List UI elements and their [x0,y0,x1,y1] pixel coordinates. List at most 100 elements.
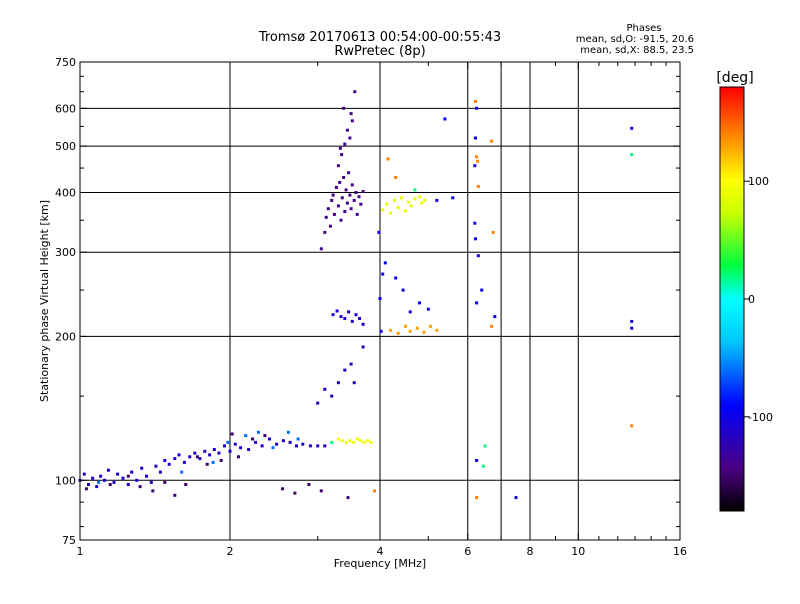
data-point [140,466,144,470]
data-point [344,188,348,192]
data-point [99,474,103,478]
data-point [324,215,328,219]
data-point [357,195,361,199]
data-point [208,453,212,457]
data-point [163,459,167,462]
data-point [493,315,497,319]
data-point [158,470,162,474]
data-point [362,440,366,444]
data-point [630,319,634,323]
data-point [418,195,421,199]
data-point [428,324,432,328]
data-point [308,444,312,448]
data-point [347,171,351,175]
data-point [335,309,339,313]
data-point [346,496,350,500]
data-point [331,193,335,197]
data-point [384,202,388,206]
data-point [268,437,271,441]
y-tick-label: 75 [62,534,76,547]
data-point [336,164,340,168]
data-point [483,444,487,448]
data-point [396,206,400,210]
y-axis-ticks: 75 100 200 300 400 500 600 750 [55,56,680,547]
data-point [95,485,99,489]
data-point [108,483,112,486]
colorbar [719,86,745,512]
data-point [263,434,267,438]
data-point [381,272,385,276]
data-point [474,237,477,241]
data-point [481,464,485,468]
data-point [366,439,370,443]
data-point [413,188,417,192]
data-point [286,430,290,434]
data-point [473,164,477,168]
data-point [355,437,359,441]
data-point [352,198,356,202]
data-point [112,480,116,484]
data-point [361,322,365,326]
data-point [182,460,186,464]
data-point [361,190,365,193]
data-point [379,329,383,333]
data-point [339,218,343,222]
data-point [151,489,155,493]
data-point [323,444,327,448]
data-point [212,448,216,451]
colorbar-tick-label: -100 [748,411,773,424]
data-point [271,446,275,450]
data-point [219,459,223,462]
data-point [476,184,480,188]
data-point [223,444,226,448]
data-point [352,381,356,385]
y-tick-label: 200 [55,330,76,343]
data-point [203,449,207,453]
data-point [211,460,215,464]
data-point [400,196,404,200]
x-tick-label: 2 [227,545,234,558]
data-point [138,485,142,489]
data-point [184,483,188,486]
colorbar-tick-label: 100 [748,175,769,188]
colorbar-tick-label: 0 [748,293,755,306]
data-point [451,196,455,200]
data-point [126,474,130,478]
data-point [319,247,323,251]
data-point [378,297,382,300]
data-point [82,472,86,476]
data-point [348,193,352,197]
data-point [340,439,344,443]
data-point [355,212,359,216]
data-point [343,317,347,320]
data-point [361,345,365,349]
data-point [336,381,340,385]
data-point [254,440,257,444]
data-point [475,496,479,500]
data-point [491,230,495,234]
data-point [475,459,479,462]
data-point [84,487,88,491]
data-point [349,207,353,211]
data-point [217,451,221,455]
data-point [473,221,477,225]
data-point [193,451,197,455]
data-point [630,326,634,330]
data-point [330,394,334,398]
data-point [316,401,320,405]
data-point [630,424,634,428]
data-point [630,126,634,130]
data-point [173,493,177,497]
data-point [418,301,421,305]
data-point [426,307,430,311]
y-axis-label: Stationary phase Virtual Height [km] [38,200,51,402]
data-point [476,159,480,163]
data-point [339,315,343,319]
legend-box-title: Phases [626,23,661,34]
data-point [319,489,323,493]
data-point [480,288,484,292]
data-point [344,440,348,444]
data-point [87,483,90,486]
data-point [354,313,358,317]
